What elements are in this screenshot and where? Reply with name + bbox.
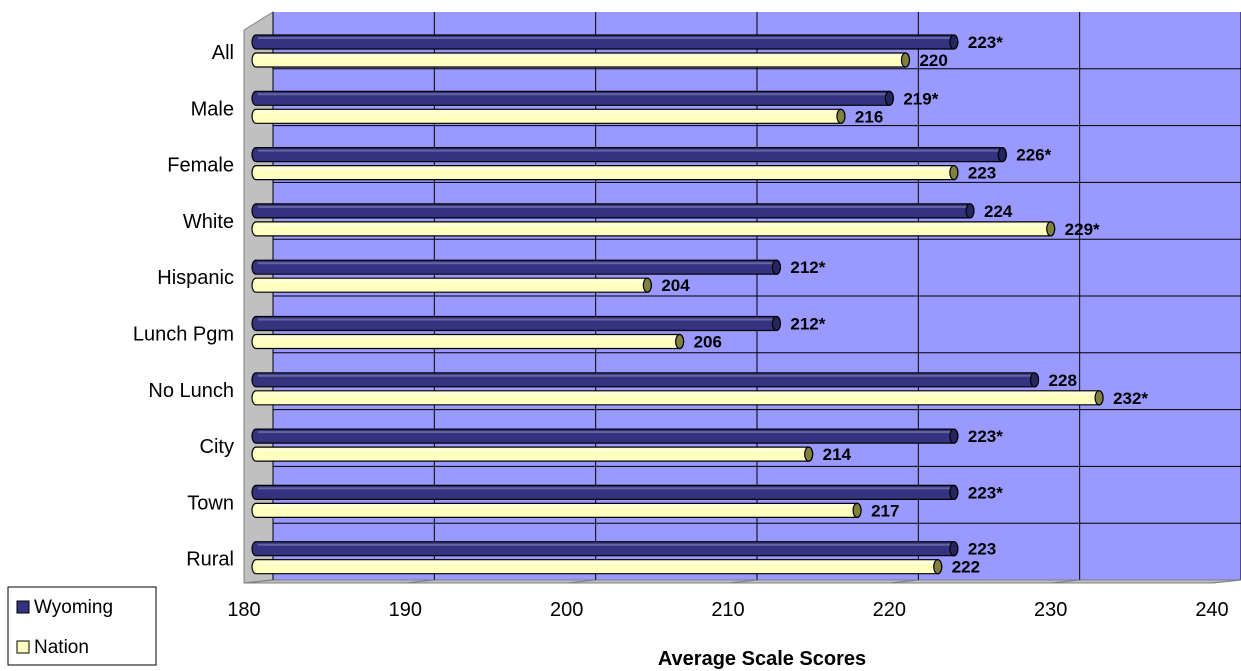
bar-cap (804, 446, 814, 462)
data-label-nation-lunch-pgm: 206 (694, 333, 722, 352)
x-tick-labels: 180 190 200 210 220 230 240 (227, 599, 1228, 621)
category-label-lunch-pgm: Lunch Pgm (133, 324, 234, 346)
data-label-nation-white: 229* (1065, 220, 1100, 239)
bar-nation-no-lunch (251, 390, 1104, 406)
x-tick-label-200: 200 (550, 599, 583, 621)
bar-wyoming-rural (251, 541, 959, 557)
data-label-nation-rural: 222 (952, 558, 980, 577)
bar-nation-city (251, 446, 814, 462)
bar-cap (965, 203, 975, 219)
bar-wyoming-all (251, 34, 959, 50)
x-axis-title: Average Scale Scores (658, 648, 866, 670)
bar-cap (949, 428, 959, 444)
x-tick-label-190: 190 (389, 599, 422, 621)
bar-cap (949, 165, 959, 181)
bar-nation-town (251, 502, 862, 518)
data-label-wyoming-lunch-pgm: 212* (790, 315, 825, 334)
data-label-wyoming-female: 226* (1016, 146, 1051, 165)
data-label-nation-city: 214 (823, 445, 852, 464)
floor-tick-240 (1211, 579, 1241, 584)
data-label-wyoming-white: 224 (984, 202, 1013, 221)
legend: Wyoming Nation (7, 586, 157, 666)
bar-wyoming-female (251, 147, 1007, 163)
data-label-nation-male: 216 (855, 107, 883, 126)
data-label-wyoming-male: 219* (903, 89, 938, 108)
data-label-wyoming-hispanic: 212* (790, 258, 825, 277)
floor-tick-230 (1050, 579, 1080, 584)
bar-cap (674, 333, 685, 350)
x-tick-label-240: 240 (1195, 599, 1228, 621)
x-tick-label-180: 180 (227, 599, 260, 621)
floor-tick-190 (405, 579, 435, 584)
data-labels: 223* 220 219* 216 226* 223 224 229* 212* 204 212* 2… (661, 33, 1148, 577)
floor-tick-180 (243, 579, 274, 584)
category-label-white: White (183, 211, 234, 233)
bar-wyoming-city (251, 428, 959, 444)
floor-tick-210 (727, 579, 758, 584)
bar-cap (949, 484, 959, 500)
legend-label-nation: Nation (34, 637, 89, 658)
bar-nation-all (251, 52, 911, 68)
data-label-nation-no-lunch: 232* (1113, 389, 1148, 408)
bar-wyoming-no-lunch (251, 372, 1040, 388)
data-label-wyoming-all: 223* (968, 33, 1003, 52)
bar-cap (933, 559, 943, 575)
bar-nation-hispanic (251, 277, 652, 293)
bar-wyoming-lunch-pgm (251, 315, 782, 332)
bar-wyoming-male (251, 90, 894, 106)
bar-nation-female (251, 165, 959, 181)
category-label-town: Town (187, 492, 234, 514)
bar-cap (771, 259, 782, 275)
data-label-wyoming-town: 223* (968, 483, 1003, 502)
category-label-no-lunch: No Lunch (148, 380, 234, 402)
data-label-wyoming-city: 223* (968, 427, 1003, 446)
bar-cap (997, 147, 1007, 163)
bar-nation-lunch-pgm (251, 333, 685, 350)
x-tick-label-210: 210 (711, 599, 744, 621)
bar-cap (884, 90, 894, 106)
bar-cap (1029, 372, 1040, 388)
bar-nation-white (251, 221, 1056, 237)
category-label-female: Female (167, 155, 234, 177)
bar-cap (1094, 390, 1104, 406)
data-label-nation-female: 223 (968, 164, 996, 183)
bar-nation-rural (251, 559, 943, 575)
bars (251, 34, 1104, 575)
category-label-city: City (200, 436, 234, 458)
legend-swatch-wyoming (16, 600, 30, 614)
bar-cap (949, 541, 959, 557)
data-label-nation-all: 220 (919, 51, 947, 70)
bar-cap (852, 502, 862, 518)
bar-wyoming-town (251, 484, 959, 500)
bar-wyoming-hispanic (251, 259, 782, 275)
data-label-nation-town: 217 (871, 501, 899, 520)
bar-cap (836, 108, 846, 124)
bar-cap (900, 52, 911, 68)
data-label-wyoming-no-lunch: 228 (1049, 371, 1077, 390)
legend-label-wyoming: Wyoming (34, 597, 113, 618)
category-label-all: All (212, 42, 234, 64)
legend-swatch-nation (16, 640, 30, 654)
data-label-nation-hispanic: 204 (661, 276, 690, 295)
bar-cap (642, 277, 652, 293)
category-label-rural: Rural (186, 549, 234, 571)
bar-wyoming-white (251, 203, 975, 219)
bar-nation-male (251, 108, 846, 124)
category-labels: All Male Female White Hispanic Lunch Pgm No Lu… (133, 42, 234, 571)
floor-tick-220 (889, 579, 919, 584)
floor-tick-200 (566, 579, 596, 584)
category-label-hispanic: Hispanic (157, 267, 234, 289)
x-tick-label-220: 220 (873, 599, 906, 621)
bar-cap (949, 34, 959, 50)
bar-cap (771, 315, 782, 332)
legend-box (7, 586, 157, 666)
x-tick-label-230: 230 (1034, 599, 1067, 621)
category-label-male: Male (191, 98, 234, 120)
data-label-wyoming-rural: 223 (968, 540, 996, 559)
bar-cap (1046, 221, 1056, 237)
